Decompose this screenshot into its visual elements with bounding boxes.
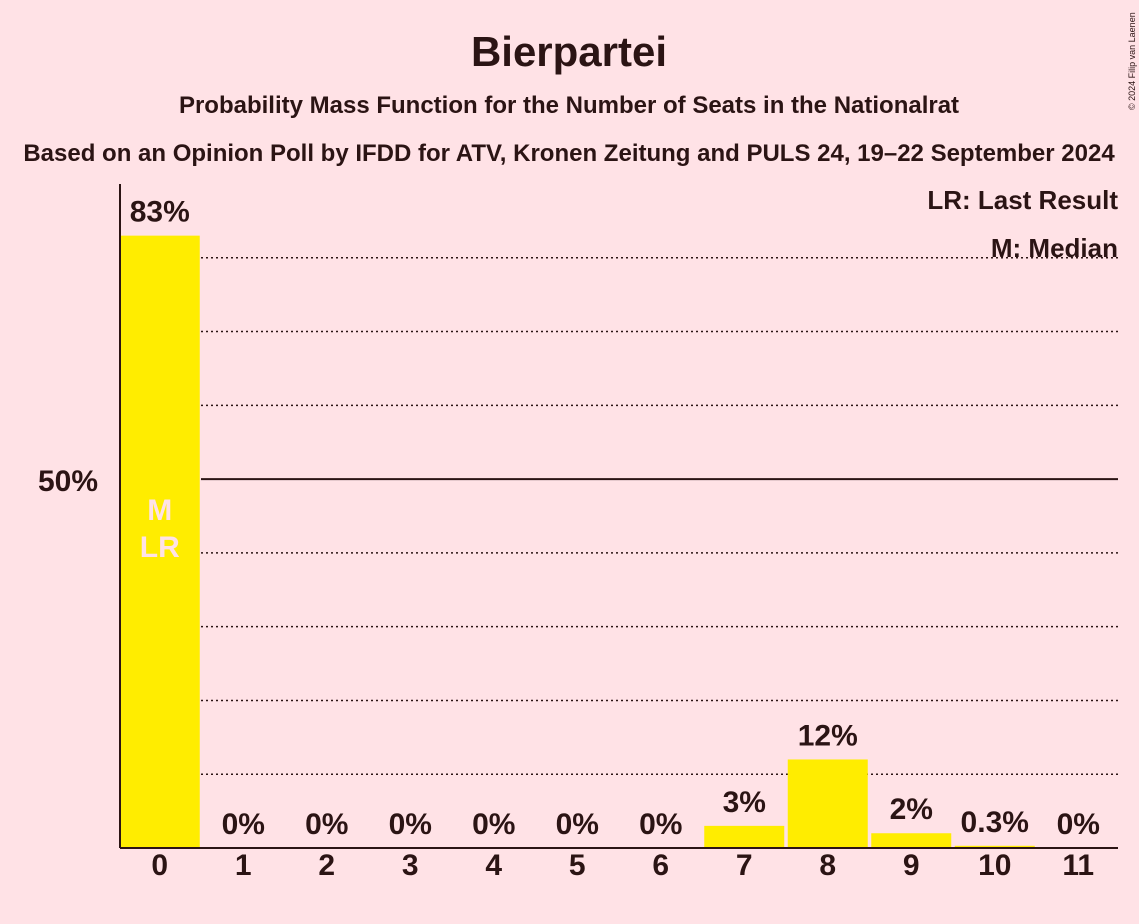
chart-subtitle-source: Based on an Opinion Poll by IFDD for ATV… xyxy=(23,140,1115,167)
x-tick-label-9: 9 xyxy=(903,849,920,882)
x-tick-label-10: 10 xyxy=(978,849,1011,882)
chart-subtitle: Probability Mass Function for the Number… xyxy=(179,92,959,119)
bar-10 xyxy=(954,845,1035,848)
grid-layer xyxy=(201,257,1118,775)
bar-9 xyxy=(871,833,952,848)
y-tick-label: 50% xyxy=(38,465,98,498)
value-label-7: 3% xyxy=(723,786,766,819)
value-label-8: 12% xyxy=(798,719,858,752)
x-tick-label-8: 8 xyxy=(819,849,836,882)
value-label-11: 0% xyxy=(1057,808,1100,841)
chart-title: Bierpartei xyxy=(471,28,667,75)
value-label-5: 0% xyxy=(556,808,599,841)
value-label-3: 0% xyxy=(389,808,432,841)
x-tick-label-5: 5 xyxy=(569,849,586,882)
copyright-text: © 2024 Filip van Laenen xyxy=(1127,12,1137,110)
x-tick-label-0: 0 xyxy=(151,849,168,882)
legend-layer: LR: Last Result M: Median xyxy=(927,185,1118,263)
marker-label-lr: LR xyxy=(140,531,180,564)
value-label-1: 0% xyxy=(222,808,265,841)
value-label-0: 83% xyxy=(130,196,190,229)
value-label-10: 0.3% xyxy=(961,806,1029,839)
x-tick-label-1: 1 xyxy=(235,849,252,882)
legend-entry: LR: Last Result xyxy=(927,185,1118,215)
label-layer: 83% 0 0% 1 0% 2 0% 3 0% 4 0% 5 0% 6 3% 7 12% 8 2% 9 0.3% 10 0%… xyxy=(130,196,1100,882)
bar-layer xyxy=(119,235,1035,849)
x-tick-label-3: 3 xyxy=(402,849,419,882)
value-label-4: 0% xyxy=(472,808,515,841)
x-tick-label-4: 4 xyxy=(485,849,502,882)
value-label-2: 0% xyxy=(305,808,348,841)
axis-layer: 50% xyxy=(38,184,1118,849)
x-tick-label-7: 7 xyxy=(736,849,753,882)
bar-7 xyxy=(704,825,785,848)
x-tick-label-6: 6 xyxy=(652,849,669,882)
marker-label-m: M xyxy=(147,494,172,527)
value-label-9: 2% xyxy=(890,793,933,826)
value-label-6: 0% xyxy=(639,808,682,841)
legend-entry: M: Median xyxy=(991,233,1118,263)
bar-8 xyxy=(787,759,868,848)
x-tick-label-2: 2 xyxy=(318,849,335,882)
x-tick-label-11: 11 xyxy=(1062,849,1094,882)
bar-0 xyxy=(119,235,200,849)
